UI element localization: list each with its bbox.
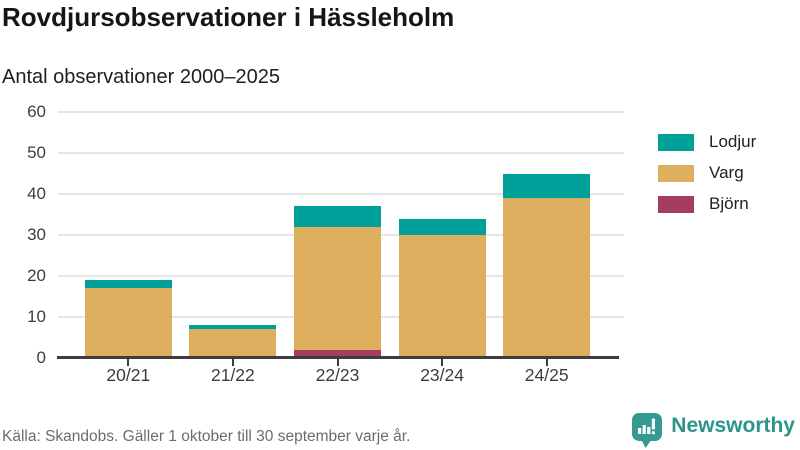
x-axis-line [57, 356, 619, 359]
x-tick-mark [127, 359, 130, 366]
chart-subtitle: Antal observationer 2000–2025 [2, 66, 280, 88]
legend-label: Lodjur [709, 132, 757, 151]
x-tick-mark [231, 359, 234, 366]
page-title: Rovdjursobservationer i Hässleholm [2, 2, 455, 32]
bar-segment-varg [294, 226, 381, 350]
bar-segment-varg [84, 288, 172, 358]
legend-label: Varg [709, 163, 744, 182]
legend-swatch-varg [658, 164, 694, 182]
newsworthy-logo-icon [632, 413, 663, 448]
x-tick-label: 21/22 [210, 365, 255, 385]
gridline [58, 193, 624, 195]
x-tick-label: 20/21 [106, 365, 151, 385]
bar-segment-varg [189, 329, 277, 358]
x-tick-label: 22/23 [315, 365, 360, 385]
bar-segment-lodjur [503, 173, 591, 199]
legend-item: Varg [658, 163, 756, 183]
bar-segment-lodjur [189, 325, 277, 330]
y-tick-label: 40 [27, 184, 46, 203]
newsworthy-logo-text: Newsworthy [671, 414, 795, 437]
y-tick-label: 30 [27, 225, 46, 244]
y-tick-label: 50 [27, 143, 46, 162]
bar-segment-lodjur [84, 280, 172, 289]
legend: Lodjur Varg Björn [658, 132, 756, 225]
gridline [58, 152, 624, 154]
legend-item: Björn [658, 194, 756, 214]
legend-label: Björn [709, 194, 749, 213]
x-tick-mark [336, 359, 339, 366]
x-tick-label: 24/25 [524, 365, 569, 385]
y-tick-label: 20 [27, 266, 46, 285]
legend-swatch-lodjur [658, 133, 694, 151]
x-tick-label: 23/24 [420, 365, 464, 385]
x-tick-mark [545, 359, 548, 366]
bar-segment-lodjur [294, 206, 381, 227]
bar-segment-varg [398, 235, 486, 358]
gridline [58, 111, 624, 114]
legend-item: Lodjur [658, 132, 756, 152]
source-note: Källa: Skandobs. Gäller 1 oktober till 3… [2, 428, 411, 445]
y-tick-label: 0 [36, 348, 46, 367]
y-tick-label: 10 [27, 307, 46, 326]
newsworthy-logo: Newsworthy [631, 412, 795, 449]
x-tick-mark [441, 359, 444, 366]
bar-segment-björn [294, 349, 381, 358]
legend-swatch-björn [658, 195, 694, 213]
bar-segment-varg [503, 198, 591, 358]
bar-segment-lodjur [398, 218, 486, 235]
plot-area [58, 111, 624, 358]
y-tick-label: 60 [27, 102, 46, 121]
